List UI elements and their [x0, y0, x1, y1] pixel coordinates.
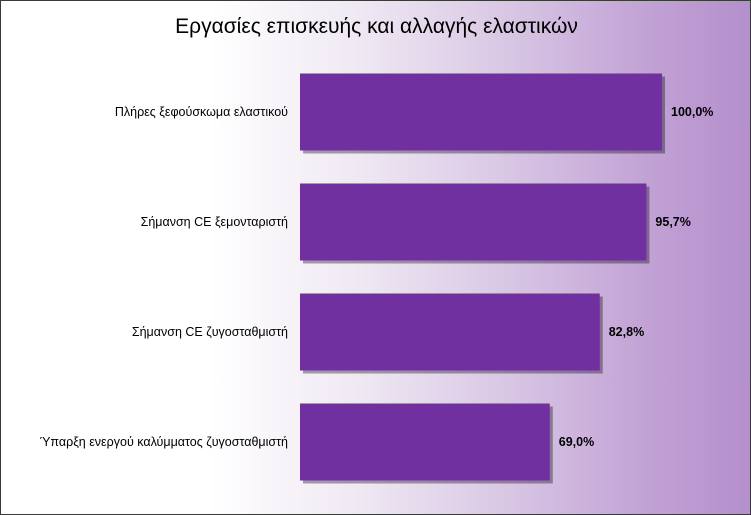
category-label: Σήμανση CE ξεμονταριστή — [141, 215, 288, 229]
bar — [300, 73, 662, 151]
bar — [300, 293, 600, 371]
bar — [300, 183, 647, 261]
data-label: 100,0% — [671, 105, 713, 119]
category-label: Ύπαρξη ενεργού καλύμματος ζυγοσταθμιστή — [40, 435, 288, 449]
data-label: 82,8% — [609, 325, 644, 339]
data-label: 95,7% — [655, 215, 690, 229]
category-label: Σήμανση CE ζυγοσταθμιστή — [132, 325, 288, 339]
bar — [300, 403, 550, 481]
chart-title: Εργασίες επισκευής και αλλαγής ελαστικών — [175, 15, 578, 38]
category-label: Πλήρες ξεφούσκωμα ελαστικού — [115, 105, 288, 119]
data-label: 69,0% — [559, 435, 594, 449]
